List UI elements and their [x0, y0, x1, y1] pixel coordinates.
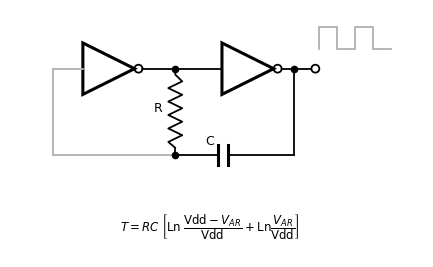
Text: C: C [206, 135, 214, 148]
Text: $T = RC\;\left[\mathrm{Ln}\;\dfrac{\mathrm{Vdd} - V_{AR}}{\mathrm{Vdd}}+\mathrm{: $T = RC\;\left[\mathrm{Ln}\;\dfrac{\math… [120, 212, 300, 242]
Text: R: R [154, 102, 163, 115]
